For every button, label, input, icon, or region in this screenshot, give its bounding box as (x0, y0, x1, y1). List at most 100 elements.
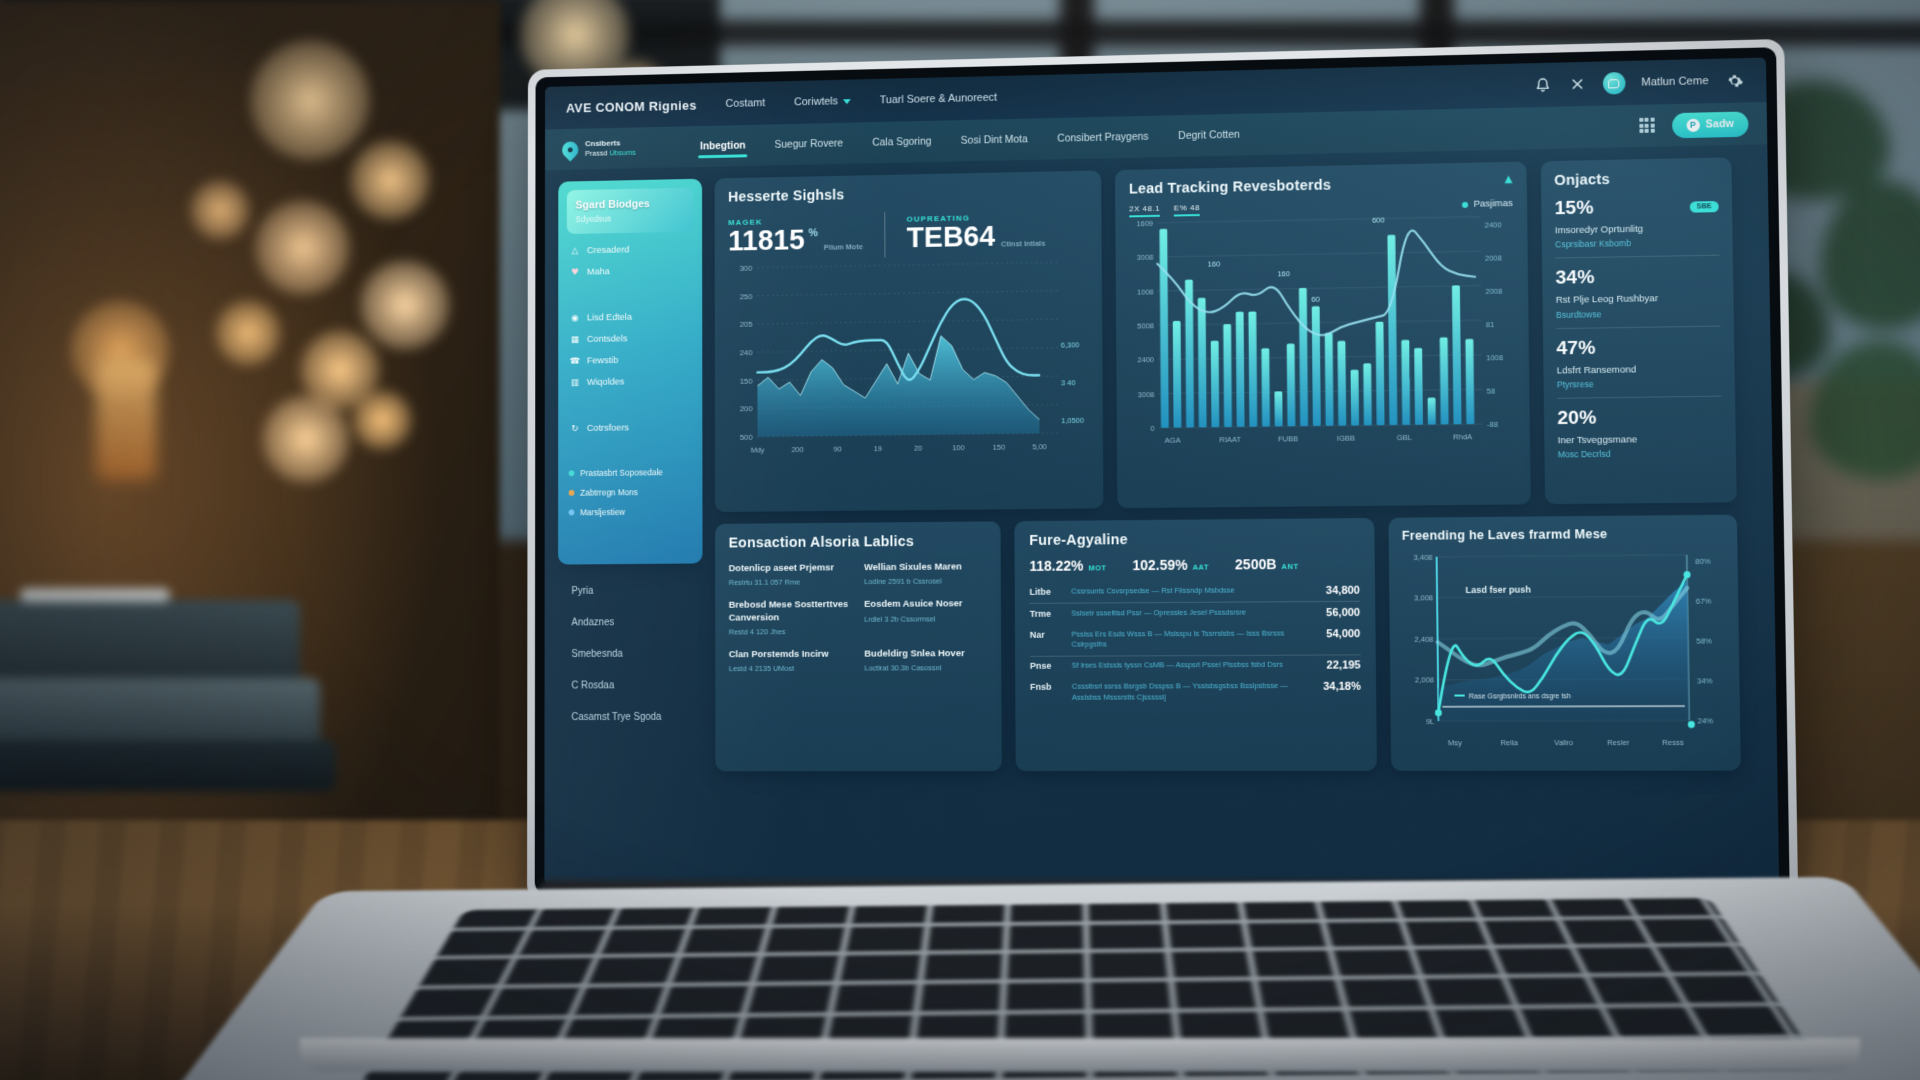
svg-text:67%: 67% (1696, 596, 1712, 605)
svg-text:Mdy: Mdy (751, 445, 765, 454)
nav-link-costamt[interactable]: Costamt (725, 97, 766, 110)
onjacts-item: 47% Ldsfrt Ransemond Ptyrsrese (1556, 337, 1637, 390)
svg-text:160: 160 (1208, 260, 1221, 269)
svg-text:300: 300 (739, 264, 753, 273)
sidebar-bullet-marsljestiew[interactable]: Marsljestiew (568, 506, 692, 517)
svg-text:Lasd fser push: Lasd fser push (1465, 584, 1531, 595)
sidebar-item-cresaderd[interactable]: △ Cresaderd (571, 244, 630, 257)
tab-degrit-cotten[interactable]: Degrit Cotten (1178, 128, 1240, 143)
table-row: Fnsb Cssslbsrl ssrss Bsrgsb Dsspss B — Ys… (1030, 680, 1361, 702)
svg-text:1008: 1008 (1137, 287, 1154, 296)
svg-text:90: 90 (834, 444, 842, 453)
svg-text:GBL: GBL (1397, 433, 1412, 442)
status-badge: SBE (1689, 200, 1719, 213)
svg-text:Vallro: Vallro (1554, 738, 1573, 747)
svg-text:-88: -88 (1487, 420, 1498, 429)
sidebar-item-fewstib[interactable]: ☎ Fewstib (569, 355, 619, 367)
nav-link-coriwtels[interactable]: Coriwtels (794, 95, 851, 108)
svg-text:2,008: 2,008 (1415, 676, 1434, 685)
table-row: Litbe Cssrsunts Csvsrpsedse — Rst Filssnd… (1029, 584, 1360, 597)
screen-bezel: AVE CONOM Rignies Costamt Coriwtels Tuar… (534, 47, 1790, 899)
nav-link-tuarl[interactable]: Tuarl Soere & Aunoreect (879, 91, 998, 107)
sidebar-item-contsdels[interactable]: ▦ Contsdels (570, 333, 628, 345)
table-row: Pnse Sf lrses Estssls tyssn CsMB — Asspsr… (1029, 659, 1361, 672)
sidebar: Sgard Biodges Sdyedsus △ Cresaderd ♥ Maha ◉… (558, 178, 703, 772)
sidebar-link-pyria[interactable]: Pyria (571, 585, 594, 597)
dashboard-content: Sgard Biodges Sdyedsus △ Cresaderd ♥ Maha ◉… (544, 144, 1777, 783)
card-hesserte-sighsls: Hesserte Sighsls MAGEK 11815% Pilum Mote (714, 170, 1104, 513)
notifications-bell-icon[interactable] (1533, 76, 1552, 94)
svg-text:FUBB: FUBB (1278, 434, 1298, 443)
tab-consibert-praygens[interactable]: Consibert Praygens (1057, 130, 1149, 145)
card-title: Eonsaction Alsoria Lablics (728, 534, 915, 552)
svg-text:2400: 2400 (1137, 355, 1154, 364)
svg-text:58%: 58% (1696, 636, 1712, 645)
card-fure-agyaline: Fure-Agyaline 118.22% MOT 102.59% AAT 2500… (1014, 517, 1377, 772)
record-icon: ◉ (571, 313, 579, 324)
svg-text:500: 500 (740, 433, 754, 442)
svg-text:81: 81 (1486, 320, 1495, 329)
laptop-front-edge (300, 1038, 1860, 1072)
svg-text:205: 205 (740, 320, 754, 329)
settings-gear-icon[interactable] (1725, 71, 1744, 90)
chart-icon: ▥ (570, 377, 579, 388)
laptop-screen: AVE CONOM Rignies Costamt Coriwtels Tuar… (527, 38, 1799, 907)
phone-icon: ☎ (569, 356, 581, 367)
topbar-actions: Matlun Ceme (1533, 69, 1744, 96)
sidebar-item-cotrsfoers[interactable]: ↻ Cotrsfoers (571, 422, 629, 434)
user-avatar[interactable] (1602, 71, 1626, 95)
card-title: Fure-Agyaline (1029, 532, 1128, 549)
sidebar-item-maha[interactable]: ♥ Maha (571, 266, 610, 278)
sidebar-item-wiqoldes[interactable]: ▥ Wiqoldes (570, 376, 625, 388)
table-row: Nar Psslss Ers Esds Wsss B — Mslsspu ls T… (1029, 627, 1361, 650)
svg-text:9L: 9L (1426, 717, 1435, 726)
sidebar-featured-card[interactable]: Sgard Biodges Sdyedsus (566, 187, 694, 235)
metric-item: Dotenlicp aseet Prjemsr Restrtu 31.1 057 … (728, 562, 835, 588)
lead-mini-stat: 2X 48.1 (1129, 203, 1161, 218)
lead-bar-chart: 1609 3008 1008 5008 2400 3008 0 2400 2008 2008 81 1… (1136, 210, 1503, 445)
workspace-logo[interactable]: Cnsiberts Prassd Ubsums (558, 137, 675, 162)
sidebar-bullet-zabtrregn[interactable]: Zabtrregn Mons (568, 487, 692, 498)
sidebar-link-rosdaa[interactable]: C Rosdaa (571, 680, 615, 692)
sidebar-link-andaznes[interactable]: Andaznes (571, 617, 615, 629)
svg-text:5,00: 5,00 (1032, 442, 1046, 451)
svg-text:34%: 34% (1697, 676, 1713, 685)
svg-text:2008: 2008 (1485, 253, 1502, 262)
sidebar-bullet-prastasbrt[interactable]: Prastasbrt Soposedale (568, 467, 692, 478)
apps-grid-icon[interactable] (1638, 117, 1656, 134)
tab-suegur-rovere[interactable]: Suegur Rovere (774, 137, 844, 151)
sidebar-item-lisd-edtela[interactable]: ◉ Lisd Edtela (571, 311, 632, 324)
svg-text:Resss: Resss (1662, 738, 1684, 747)
svg-text:2,408: 2,408 (1414, 635, 1433, 644)
fure-stat: 118.22% MOT (1029, 557, 1107, 574)
lead-mini-stat: E% 48 (1173, 203, 1200, 217)
svg-text:2008: 2008 (1485, 287, 1502, 296)
tab-sosi-dint-mota[interactable]: Sosi Dint Mota (960, 133, 1028, 147)
svg-text:150: 150 (740, 376, 754, 385)
svg-text:IGBB: IGBB (1337, 433, 1355, 442)
sidebar-link-smebesnda[interactable]: Smebesnda (571, 648, 623, 660)
user-name: Matlun Ceme (1641, 75, 1709, 89)
svg-text:24%: 24% (1697, 716, 1713, 725)
signals-area-chart: 300 250 205 240 150 200 500 6,300 3 40 1,0500 Mdy 2… (739, 256, 1084, 455)
sidebar-link-casamst[interactable]: Casamst Trye Sgoda (571, 711, 662, 723)
grid-icon: ▦ (570, 334, 580, 345)
expand-triangle-icon[interactable]: ▲ (1504, 173, 1513, 186)
metric-item: Eosdem Asuice Noser Lrdlel 3 2b Cssormsel (864, 598, 963, 624)
card-title: Hesserte Sighsls (728, 187, 845, 206)
svg-text:Rella: Rella (1500, 738, 1519, 747)
tab-cala-sgoring[interactable]: Cala Sgoring (872, 135, 932, 149)
svg-text:3008: 3008 (1138, 390, 1155, 399)
primary-action-button[interactable]: P Sadw (1671, 110, 1749, 138)
p-badge-icon: P (1686, 118, 1700, 132)
trend-line-chart: 3,408 3,008 2,408 2,008 9L 80% 67% 58% 34% 24% Las… (1413, 544, 1714, 747)
card-eonsaction-metrics: Eonsaction Alsoria Lablics Dotenlicp ase… (715, 521, 1002, 772)
dashboard-ui: AVE CONOM Rignies Costamt Coriwtels Tuar… (544, 57, 1780, 889)
svg-text:1,0500: 1,0500 (1061, 415, 1084, 424)
cards-area: Hesserte Sighsls MAGEK 11815% Pilum Mote (714, 157, 1741, 772)
card-lead-tracking: Lead Tracking Revesboterds ▲ 2X 48.1 E% … (1114, 161, 1531, 509)
svg-text:3,408: 3,408 (1413, 553, 1432, 562)
triangle-icon: △ (571, 245, 579, 256)
tab-inbegtion[interactable]: Inbegtion (698, 128, 747, 164)
close-icon[interactable] (1568, 75, 1587, 93)
